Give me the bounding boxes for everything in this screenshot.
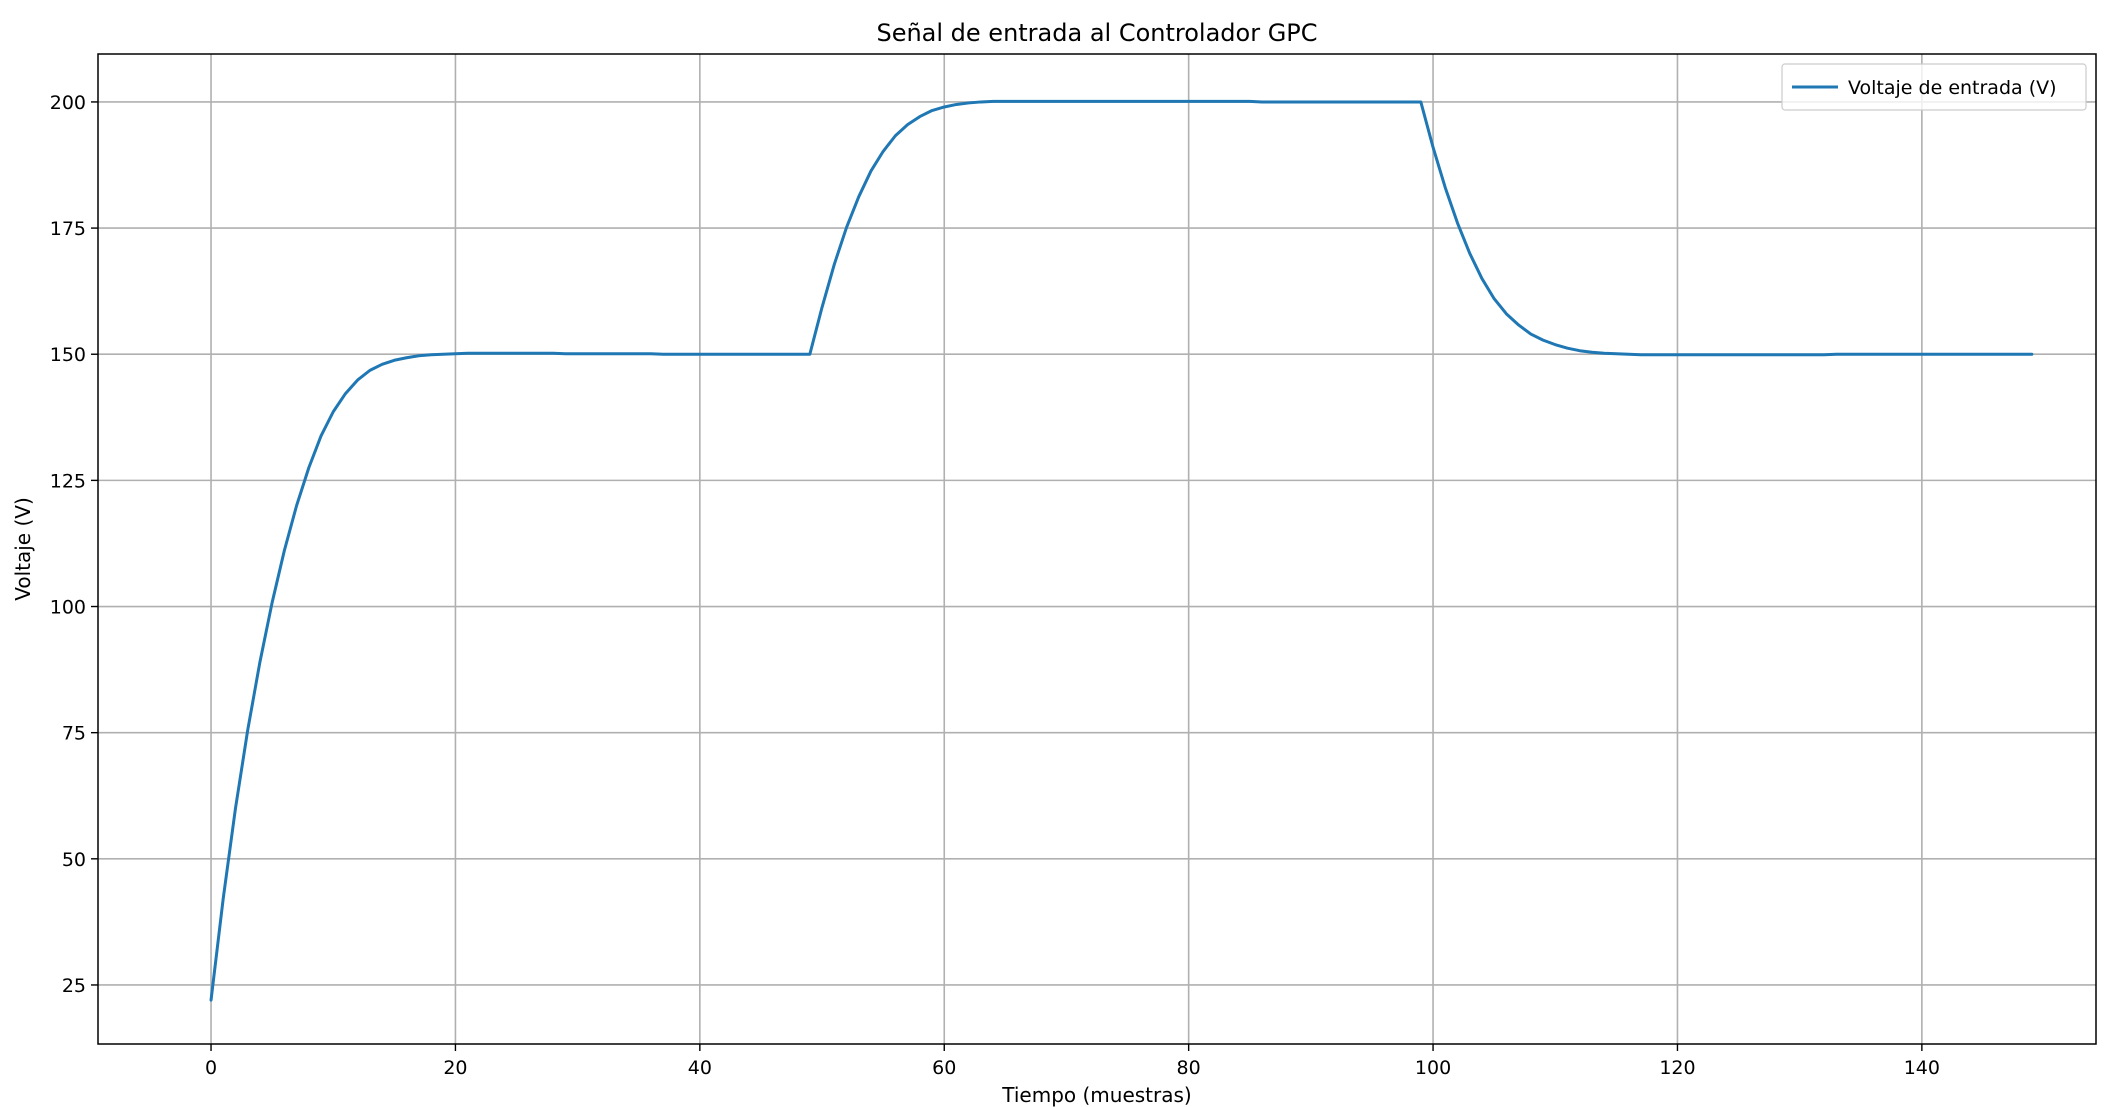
- x-tick-label: 140: [1904, 1057, 1940, 1079]
- y-tick-label: 50: [62, 849, 86, 871]
- y-tick-label: 25: [62, 975, 86, 997]
- series-layer: [209, 99, 2034, 1002]
- legend-entry: Voltaje de entrada (V): [1848, 77, 2057, 99]
- plot-frame: [97, 53, 2097, 1045]
- y-tick-label: 200: [50, 92, 86, 114]
- x-tick-label: 40: [688, 1057, 712, 1079]
- x-tick-label: 100: [1415, 1057, 1451, 1079]
- x-axis-label: Tiempo (muestras): [1001, 1083, 1191, 1107]
- x-tick-label: 20: [443, 1057, 467, 1079]
- y-tick-label: 125: [50, 470, 86, 492]
- series-line: [209, 99, 2034, 1002]
- x-axis-ticks: 0 20 40 60 80 100 120 140: [205, 1044, 1940, 1079]
- y-tick-label: 100: [50, 597, 86, 619]
- y-tick-label: 175: [50, 218, 86, 240]
- legend: Voltaje de entrada (V): [1781, 63, 2087, 111]
- y-axis-label: Voltaje (V): [11, 497, 35, 601]
- y-axis-ticks: 25 50 75 100 125 150 175 200: [50, 92, 98, 997]
- legend-box: [1781, 63, 2087, 111]
- y-tick-label: 75: [62, 723, 86, 745]
- chart-title: Señal de entrada al Controlador GPC: [876, 19, 1317, 47]
- x-tick-label: 120: [1659, 1057, 1695, 1079]
- y-tick-label: 150: [50, 344, 86, 366]
- x-tick-label: 60: [932, 1057, 956, 1079]
- x-tick-label: 0: [205, 1057, 217, 1079]
- x-tick-label: 80: [1177, 1057, 1201, 1079]
